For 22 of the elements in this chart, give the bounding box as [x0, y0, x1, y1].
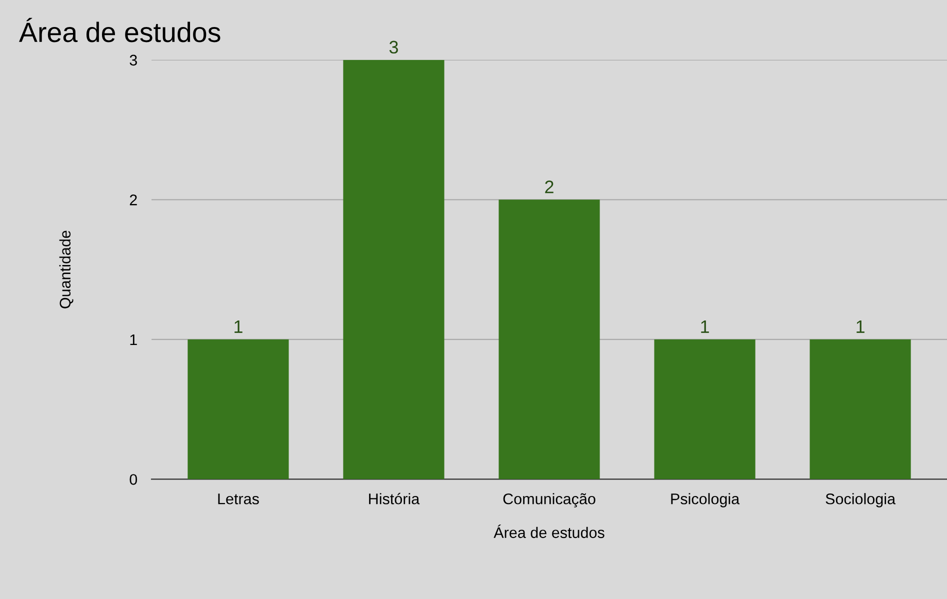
- x-tick-label: Sociologia: [826, 493, 896, 508]
- y-axis-title: Quantidade: [59, 230, 74, 308]
- data-label: 1: [701, 320, 709, 333]
- data-label: 2: [545, 180, 554, 194]
- x-tick-label: Psicologia: [671, 493, 740, 508]
- x-tick-label: Letras: [218, 494, 259, 504]
- y-tick-label: 2: [130, 194, 137, 206]
- x-tick-label: História: [369, 492, 420, 504]
- x-axis-title: Área de estudos: [494, 524, 604, 538]
- y-tick-label: 1: [130, 334, 137, 345]
- bar: [810, 339, 911, 480]
- bar: [188, 339, 289, 480]
- bar: [498, 200, 600, 480]
- bar: [654, 339, 756, 480]
- y-tick-label: 3: [130, 54, 137, 66]
- bar: [343, 60, 444, 480]
- y-tick-label: 0: [130, 474, 138, 485]
- data-label: 1: [856, 320, 864, 333]
- data-label: 1: [234, 320, 242, 333]
- chart-title: Área de estudos: [18, 18, 220, 42]
- x-tick-label: Comunicação: [503, 493, 596, 508]
- data-label: 3: [389, 40, 398, 54]
